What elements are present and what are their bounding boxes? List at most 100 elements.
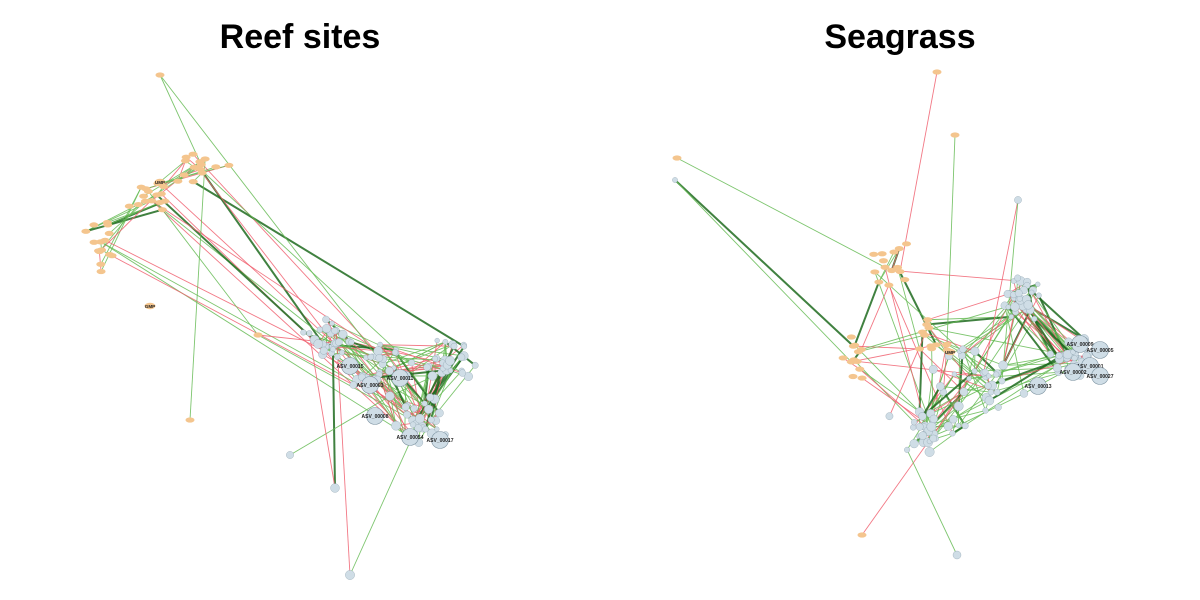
asv-node	[435, 408, 444, 418]
asv-node	[391, 349, 399, 356]
network-edge	[434, 357, 462, 400]
network-edge	[331, 322, 396, 353]
network-edge	[100, 241, 410, 438]
asv-node	[993, 371, 1000, 378]
network-edge	[857, 361, 989, 377]
metabolite-node	[927, 346, 937, 352]
asv-node	[918, 412, 927, 421]
asv-node	[447, 367, 454, 374]
network-edge	[676, 157, 886, 268]
network-edge	[412, 358, 436, 425]
asv-node	[910, 424, 917, 431]
asv-node	[409, 421, 417, 428]
network-edge	[159, 74, 384, 365]
asv-node	[998, 377, 1006, 385]
asv-node	[329, 320, 335, 326]
network-edge	[362, 358, 437, 377]
asv-node	[952, 550, 962, 560]
asv-node	[1055, 352, 1063, 360]
asv-node	[421, 400, 428, 407]
network-edge	[379, 371, 410, 437]
network-edge	[1014, 306, 1051, 355]
metabolite-node	[847, 359, 857, 365]
metabolite-node	[856, 346, 866, 353]
network-edge	[148, 191, 259, 336]
asv-node	[1052, 363, 1062, 373]
asv-node	[1036, 292, 1042, 299]
network-edge	[99, 204, 139, 252]
node-layer	[81, 72, 479, 580]
asv-node	[1023, 300, 1033, 310]
asv-node	[1014, 289, 1023, 297]
asv-node	[993, 389, 1001, 396]
asv-hub-node	[1029, 377, 1047, 395]
metabolite-node	[200, 156, 210, 162]
asv-hub-node	[361, 376, 379, 394]
metabolite-node	[253, 332, 263, 338]
metabolite-node	[920, 332, 930, 338]
asv-node	[338, 329, 348, 339]
asv-node	[929, 434, 938, 443]
asv-node	[984, 395, 995, 406]
asv-node	[445, 355, 455, 366]
network-edge	[962, 308, 1027, 350]
metabolite-node	[140, 198, 150, 204]
network-edge	[874, 271, 986, 373]
metabolite-node	[224, 162, 234, 168]
network-edge	[946, 134, 956, 345]
asv-node	[885, 412, 894, 420]
network-edge	[104, 239, 325, 352]
network-edge	[926, 315, 1012, 326]
metabolite-node	[877, 251, 887, 257]
asv-node	[457, 353, 466, 362]
asv-node	[1003, 290, 1012, 298]
asv-node	[909, 439, 919, 449]
metabolite-hub-node	[144, 302, 156, 310]
asv-node	[911, 419, 918, 426]
metabolite-node	[159, 183, 169, 190]
asv-node	[385, 391, 395, 401]
asv-hub-node	[1064, 363, 1082, 381]
asv-node	[1031, 315, 1038, 322]
asv-node	[415, 413, 425, 424]
asv-node	[442, 339, 449, 345]
asv-node	[929, 414, 938, 423]
metabolite-node	[878, 258, 888, 264]
asv-node	[300, 329, 307, 336]
asv-node	[1014, 196, 1022, 204]
asv-node	[966, 376, 972, 382]
asv-node	[463, 371, 473, 381]
network-edge	[983, 199, 1019, 373]
asv-hub-node	[401, 428, 419, 446]
asv-node	[1005, 304, 1011, 310]
network-edge	[997, 355, 1060, 374]
metabolite-node	[136, 184, 146, 190]
metabolite-node	[874, 279, 884, 285]
asv-node	[924, 447, 935, 457]
asv-node	[943, 421, 953, 431]
metabolite-node	[96, 239, 106, 245]
metabolite-node	[124, 203, 134, 209]
network-edge	[100, 187, 142, 272]
metabolite-node	[89, 222, 99, 228]
network-edge	[156, 194, 319, 345]
metabolite-node	[857, 375, 867, 381]
asv-node	[403, 410, 411, 419]
asv-node	[319, 346, 328, 355]
metabolite-node	[96, 268, 106, 275]
network-edge	[1033, 318, 1061, 360]
metabolite-node	[143, 188, 153, 195]
metabolite-node	[857, 532, 867, 538]
reef-network-panel: Reef sites ASV_00015 ASV_00003 ASV_00011 AS…	[81, 18, 479, 580]
metabolite-node	[156, 191, 166, 197]
metabolite-node	[81, 228, 91, 234]
asv-node	[391, 420, 401, 431]
metabolite-node	[96, 261, 106, 267]
asv-node	[915, 423, 924, 431]
network-edge	[952, 359, 1067, 434]
asv-hub-node	[1071, 335, 1089, 353]
metabolite-node	[941, 342, 951, 348]
metabolite-node	[185, 417, 195, 423]
network-edge	[151, 200, 379, 352]
asv-node	[936, 382, 945, 391]
